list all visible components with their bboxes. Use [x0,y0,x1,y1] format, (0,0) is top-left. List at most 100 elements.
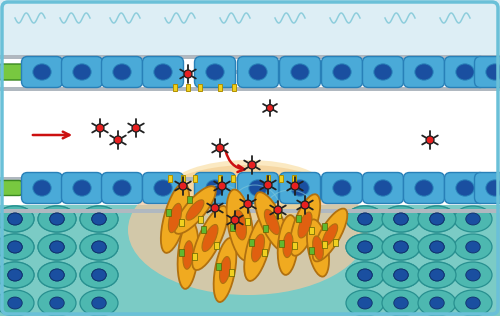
Bar [309,246,314,254]
Circle shape [216,144,224,152]
Bar [173,83,177,90]
Ellipse shape [38,234,76,260]
Ellipse shape [394,241,408,253]
Ellipse shape [358,241,372,253]
Ellipse shape [418,290,456,316]
Bar [179,249,184,257]
Ellipse shape [168,160,328,220]
Ellipse shape [50,297,64,309]
Ellipse shape [168,203,181,233]
Bar [263,225,268,232]
Ellipse shape [358,269,372,281]
FancyBboxPatch shape [362,57,404,88]
Ellipse shape [358,241,372,253]
FancyBboxPatch shape [444,57,486,88]
Ellipse shape [358,269,372,281]
FancyBboxPatch shape [476,180,498,196]
Ellipse shape [394,213,408,225]
FancyBboxPatch shape [322,173,362,204]
Circle shape [211,204,219,212]
Ellipse shape [374,64,392,80]
Ellipse shape [80,206,118,232]
Ellipse shape [394,213,408,225]
Bar [198,83,202,90]
Ellipse shape [8,241,22,253]
Ellipse shape [291,64,309,80]
Ellipse shape [0,262,34,288]
Circle shape [291,182,299,190]
Ellipse shape [80,234,118,260]
Ellipse shape [415,64,433,80]
Ellipse shape [92,297,106,309]
Ellipse shape [0,234,34,260]
Bar [0,87,500,91]
Bar [188,196,192,203]
Circle shape [231,216,239,224]
Ellipse shape [92,269,106,281]
FancyBboxPatch shape [474,57,500,88]
Ellipse shape [33,64,51,80]
Ellipse shape [92,213,106,225]
Ellipse shape [312,236,324,260]
Bar [262,248,268,256]
Ellipse shape [312,209,348,261]
FancyBboxPatch shape [102,173,142,204]
Bar [193,174,197,181]
Ellipse shape [382,262,420,288]
Bar [216,263,221,270]
Ellipse shape [113,64,131,80]
FancyBboxPatch shape [404,173,444,204]
FancyBboxPatch shape [62,57,102,88]
Ellipse shape [128,165,368,295]
Bar [186,83,190,90]
Ellipse shape [466,269,480,281]
Ellipse shape [322,224,338,246]
Ellipse shape [394,269,408,281]
Ellipse shape [174,186,216,234]
Bar [276,211,281,218]
Bar [266,174,270,181]
Ellipse shape [358,297,372,309]
Ellipse shape [50,213,64,225]
FancyBboxPatch shape [62,173,102,204]
Bar [0,0,500,55]
Ellipse shape [0,234,34,260]
Ellipse shape [80,234,118,260]
FancyBboxPatch shape [322,57,362,88]
Ellipse shape [226,190,254,260]
Ellipse shape [291,180,309,196]
FancyBboxPatch shape [238,57,279,88]
Ellipse shape [298,212,312,238]
Ellipse shape [92,241,106,253]
Bar [0,177,500,181]
Ellipse shape [38,262,76,288]
FancyBboxPatch shape [102,57,142,88]
Ellipse shape [178,221,199,289]
Ellipse shape [346,290,384,316]
FancyBboxPatch shape [442,180,470,196]
Circle shape [426,136,434,144]
Ellipse shape [418,206,456,232]
Ellipse shape [486,180,500,196]
Ellipse shape [346,206,384,232]
Ellipse shape [486,64,500,80]
Ellipse shape [192,206,228,270]
FancyBboxPatch shape [194,57,235,88]
Circle shape [184,70,192,78]
Ellipse shape [346,234,384,260]
Ellipse shape [161,183,189,253]
Ellipse shape [382,290,420,316]
Ellipse shape [333,180,351,196]
Ellipse shape [418,262,456,288]
Bar [230,224,235,231]
Ellipse shape [466,213,480,225]
Ellipse shape [38,206,76,232]
Bar [310,227,314,234]
Ellipse shape [202,224,218,252]
Ellipse shape [38,262,76,288]
FancyBboxPatch shape [22,57,62,88]
Ellipse shape [38,206,76,232]
Bar [279,240,284,247]
Bar [218,174,222,181]
Bar [0,209,500,213]
